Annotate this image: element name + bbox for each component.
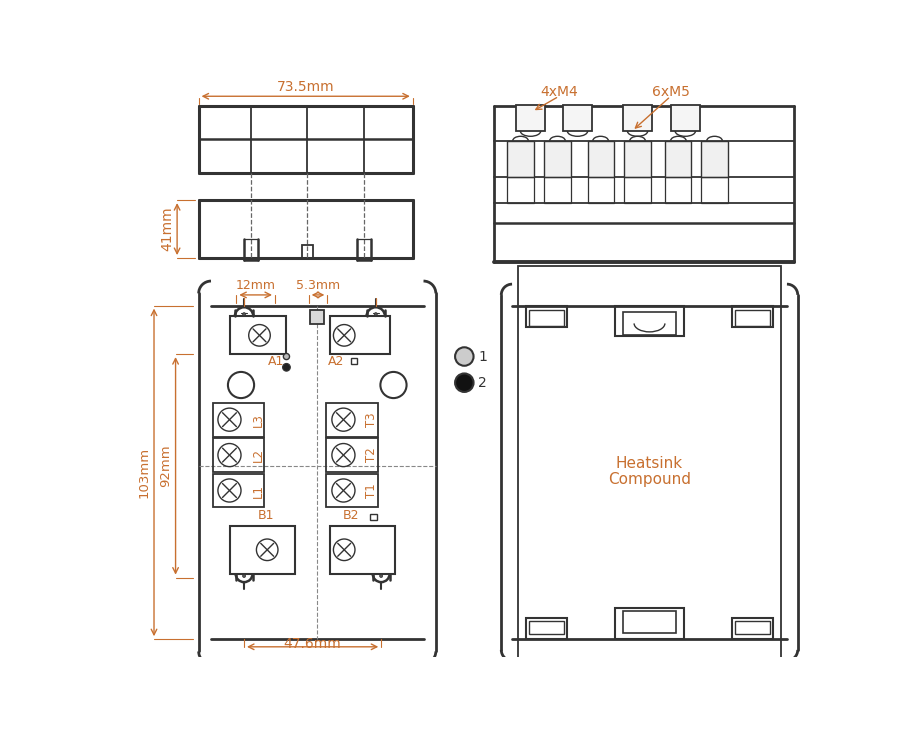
Text: Heatsink: Heatsink: [615, 456, 682, 472]
Bar: [587, 141, 613, 177]
Text: 47.6mm: 47.6mm: [283, 637, 341, 651]
Bar: [212, 438, 264, 472]
Text: 6xM5: 6xM5: [651, 86, 689, 100]
Circle shape: [218, 444, 241, 466]
Circle shape: [228, 372, 254, 398]
Circle shape: [282, 363, 290, 371]
Text: B1: B1: [258, 509, 274, 523]
Text: A1: A1: [267, 356, 283, 368]
Bar: [507, 141, 533, 177]
Text: T3: T3: [365, 413, 378, 427]
Circle shape: [283, 354, 289, 359]
Bar: [507, 177, 533, 202]
Bar: [517, 266, 780, 677]
Bar: [622, 611, 676, 633]
Circle shape: [379, 574, 383, 578]
Bar: [326, 403, 378, 437]
Bar: [544, 141, 570, 177]
Bar: [732, 618, 773, 639]
Bar: [732, 306, 773, 327]
Bar: [330, 317, 389, 354]
Bar: [562, 106, 591, 131]
Text: 1: 1: [477, 350, 486, 364]
Circle shape: [249, 325, 270, 346]
Bar: [526, 306, 566, 327]
Bar: [528, 621, 563, 635]
Bar: [622, 106, 651, 131]
Text: 2: 2: [477, 376, 486, 390]
Circle shape: [256, 539, 278, 561]
Bar: [670, 106, 699, 131]
Bar: [326, 438, 378, 472]
Text: 4xM4: 4xM4: [539, 86, 578, 100]
Text: B2: B2: [343, 509, 359, 523]
Circle shape: [242, 574, 245, 578]
Text: L3: L3: [251, 413, 264, 427]
Bar: [624, 177, 650, 202]
Bar: [351, 358, 357, 365]
Text: A2: A2: [327, 356, 343, 368]
Text: 41mm: 41mm: [159, 207, 174, 252]
Bar: [622, 312, 676, 335]
Circle shape: [333, 325, 354, 346]
Circle shape: [332, 408, 354, 431]
Bar: [302, 245, 312, 260]
Bar: [526, 618, 566, 639]
Circle shape: [242, 313, 245, 316]
Text: Compound: Compound: [608, 472, 691, 487]
Circle shape: [455, 348, 473, 366]
Circle shape: [332, 444, 354, 466]
Bar: [544, 177, 570, 202]
Bar: [664, 141, 691, 177]
Circle shape: [218, 408, 241, 431]
Bar: [330, 526, 394, 573]
Text: 103mm: 103mm: [138, 446, 150, 498]
Text: L1: L1: [251, 483, 264, 497]
Bar: [212, 403, 264, 437]
Bar: [624, 141, 650, 177]
Text: L2: L2: [251, 448, 264, 462]
Circle shape: [374, 313, 377, 316]
Bar: [664, 177, 691, 202]
Text: T1: T1: [365, 483, 378, 498]
Bar: [734, 310, 769, 325]
Text: 12mm: 12mm: [235, 279, 275, 292]
Text: 73.5mm: 73.5mm: [277, 80, 334, 94]
Circle shape: [332, 479, 354, 502]
Bar: [528, 310, 563, 325]
Bar: [734, 621, 769, 635]
Text: 92mm: 92mm: [159, 444, 172, 487]
Bar: [326, 474, 378, 508]
Bar: [370, 514, 376, 520]
Bar: [701, 141, 727, 177]
Text: 5.3mm: 5.3mm: [296, 279, 340, 292]
Bar: [614, 608, 683, 639]
Bar: [587, 177, 613, 202]
Text: T2: T2: [365, 448, 378, 463]
Circle shape: [455, 373, 473, 392]
Bar: [212, 474, 264, 508]
Bar: [614, 306, 683, 337]
Bar: [516, 106, 545, 131]
Bar: [230, 526, 294, 573]
Bar: [701, 177, 727, 202]
Bar: [310, 309, 323, 324]
Circle shape: [218, 479, 241, 502]
Circle shape: [333, 539, 354, 561]
Circle shape: [380, 372, 406, 398]
Bar: [230, 317, 285, 354]
